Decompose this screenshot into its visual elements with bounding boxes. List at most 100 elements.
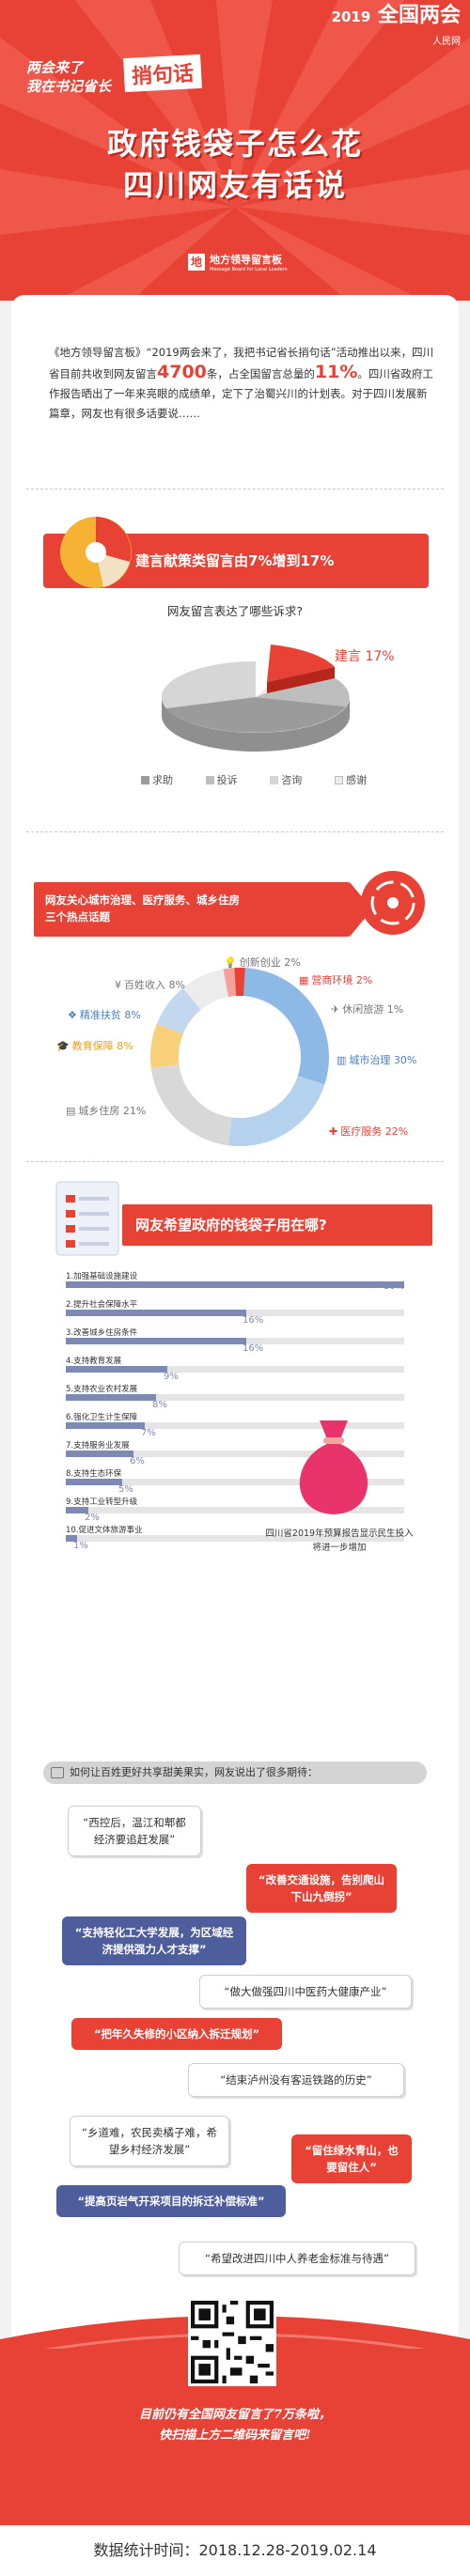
bar-category-label: 7.支持服务业发展 <box>66 1441 130 1451</box>
campaign-slogan-highlight: 捎句话 <box>123 54 202 93</box>
city-icon: ▥ <box>337 1054 347 1066</box>
message-board-icon: 地 <box>188 254 205 271</box>
lightbulb-icon: 💡 <box>224 956 237 969</box>
bar-row: 3.改善城乡住房条件 16% <box>66 1327 409 1355</box>
section-divider <box>26 831 444 832</box>
bar-category-label: 6.强化卫生计生保障 <box>66 1413 138 1422</box>
bar-value-label: 30% <box>384 1281 405 1292</box>
bar-value-label: 7% <box>141 1428 156 1438</box>
money-bag-icon <box>299 1420 368 1514</box>
bar-fill <box>66 1535 77 1542</box>
bar-track <box>66 1366 404 1373</box>
bag-caption: 四川省2019年预算报告显示民生投入 将进一步增加 <box>265 1529 414 1553</box>
bar-category-label: 10.促进文体旅游事业 <box>66 1526 143 1535</box>
graduation-cap-icon: 🎓 <box>56 1040 70 1052</box>
quote-bubble: “改善交通设施，告别爬山下山九倒拐” <box>246 1864 397 1913</box>
pie-chart-icon <box>60 517 132 588</box>
bar-fill <box>66 1479 122 1485</box>
quote-bubble: “把年久失修的小区纳入拆迁规划” <box>71 2018 282 2050</box>
label-city: ▥ 城市治理 30% <box>337 1054 417 1066</box>
lianghui-badge: 2019 全国两会 人民网 <box>332 6 461 48</box>
bar-track <box>66 1338 404 1344</box>
bar-category-label: 3.改善城乡住房条件 <box>66 1328 138 1338</box>
bar-value-label: 16% <box>243 1315 264 1326</box>
section4-header: 如何让百姓更好共享甜美果实，网友说出了很多期待： <box>43 1761 427 1784</box>
quote-bubble: “乡道难，农民卖橘子难，希望乡村经济发展” <box>70 2116 229 2166</box>
bar-category-label: 2.提升社会保障水平 <box>66 1300 138 1310</box>
bar-row: 9.支持工业转型升级 2% <box>66 1496 409 1524</box>
bar-row: 8.支持生态环保 5% <box>66 1467 409 1496</box>
people-net-logo: 人民网 <box>432 37 461 47</box>
bar-value-label: 8% <box>152 1400 167 1410</box>
bar-category-label: 4.支持教育发展 <box>66 1357 122 1366</box>
building-icon: ▤ <box>66 1105 76 1117</box>
bar-track <box>66 1310 404 1316</box>
bar-value-label: 16% <box>243 1343 264 1354</box>
target-icon <box>361 871 425 935</box>
legend-consult: 咨询 <box>270 772 302 787</box>
bar-track <box>66 1394 404 1401</box>
budget-bar-chart: 1.加强基础设施建设 30% 2.提升社会保障水平 16% 3.改善城乡住房条件 16% 4… <box>66 1270 409 1552</box>
campaign-slogan: 两会来了 我在书记省长 <box>26 59 112 95</box>
bar-category-label: 1.加强基础设施建设 <box>66 1272 138 1281</box>
bar-fill <box>66 1281 404 1288</box>
quote-bubble: “做大做强四川中医药大健康产业” <box>199 1975 412 2009</box>
bar-track <box>66 1479 404 1485</box>
page-title-line2: 四川网友有话说 <box>122 167 347 203</box>
pie-slice-suggest <box>267 644 335 682</box>
donut-slice-education <box>150 968 329 1146</box>
legend-help: 求助 <box>141 772 173 787</box>
sunburst-background <box>0 0 470 301</box>
label-medical: ✚ 医疗服务 22% <box>329 1125 409 1138</box>
plane-icon: ✈ <box>331 1003 340 1016</box>
intro-paragraph: 《地方领导留言板》“2019两会来了，我把书记省长捎句话”活动推出以来，四川省目… <box>49 346 434 420</box>
section-divider <box>26 1161 444 1162</box>
bar-row: 5.支持农业农村发展 8% <box>66 1383 409 1411</box>
bar-row: 1.加强基础设施建设 30% <box>66 1270 409 1298</box>
bar-fill <box>66 1451 133 1457</box>
donut-slice-environment <box>150 968 329 1146</box>
chat-icon <box>51 1767 64 1778</box>
qr-code[interactable] <box>188 2298 276 2386</box>
hands-icon: ❖ <box>68 1009 77 1021</box>
bar-category-label: 8.支持生态环保 <box>66 1469 122 1479</box>
label-poverty: ❖ 精准扶贫 8% <box>68 1009 141 1021</box>
bar-track <box>66 1281 404 1288</box>
donut-slice-medical <box>150 968 329 1146</box>
section1-question: 网友留言表达了哪些诉求? <box>166 604 304 618</box>
bar-category-label: 5.支持农业农村发展 <box>66 1385 138 1394</box>
medical-icon: ✚ <box>329 1125 338 1138</box>
bar-value-label: 5% <box>118 1484 133 1495</box>
bar-row: 6.强化卫生计生保障 7% <box>66 1411 409 1439</box>
pie-side <box>162 697 350 752</box>
message-count: 4700 <box>157 362 207 382</box>
bar-track <box>66 1535 404 1542</box>
quote-bubble: “结束泸州没有客运铁路的历史” <box>188 2063 404 2097</box>
appeal-pie-chart <box>162 644 350 752</box>
bar-value-label: 6% <box>130 1456 145 1466</box>
bar-fill <box>66 1507 88 1513</box>
label-income: ¥ 百姓收入 8% <box>115 979 185 991</box>
bar-row: 7.支持服务业发展 6% <box>66 1439 409 1467</box>
bar-fill <box>66 1394 156 1401</box>
footer-call-to-action: 目前仍有全国网友留言了7万条啦， 快扫描上方二维码来留言吧! <box>138 2408 332 2443</box>
pie-legend: 求助 投诉 咨询 感谢 <box>141 772 367 787</box>
label-environment: ▦ 营商环境 2% <box>299 974 373 986</box>
quote-bubble: “希望改进四川中人养老金标准与待遇” <box>179 2242 415 2275</box>
header-banner: 2019 全国两会 人民网 两会来了 我在书记省长 捎句话 政府钱袋子怎么花 四… <box>0 0 470 301</box>
bar-row: 10.促进文体旅游事业 1% <box>66 1524 409 1552</box>
quote-bubble: “支持轻化工大学发展，为区域经济提供强力人才支撑” <box>62 1916 246 1965</box>
pie-slice-consult <box>162 660 256 708</box>
bar-fill <box>66 1422 145 1429</box>
shop-icon: ▦ <box>299 974 309 986</box>
bar-value-label: 9% <box>164 1372 179 1382</box>
label-innovation: 💡 创新创业 2% <box>224 956 301 969</box>
bar-track <box>66 1451 404 1457</box>
quote-bubble: “西控后，温江和郫都经济要追赶发展” <box>68 1806 201 1856</box>
data-period: 数据统计时间：2018.12.28-2019.02.14 <box>0 2525 470 2576</box>
document-icon <box>55 1181 119 1256</box>
message-share: 11% <box>314 362 358 382</box>
section2-title: 网友关心城市治理、医疗服务、城乡住房 三个热点话题 <box>34 882 372 937</box>
bar-track <box>66 1422 404 1429</box>
